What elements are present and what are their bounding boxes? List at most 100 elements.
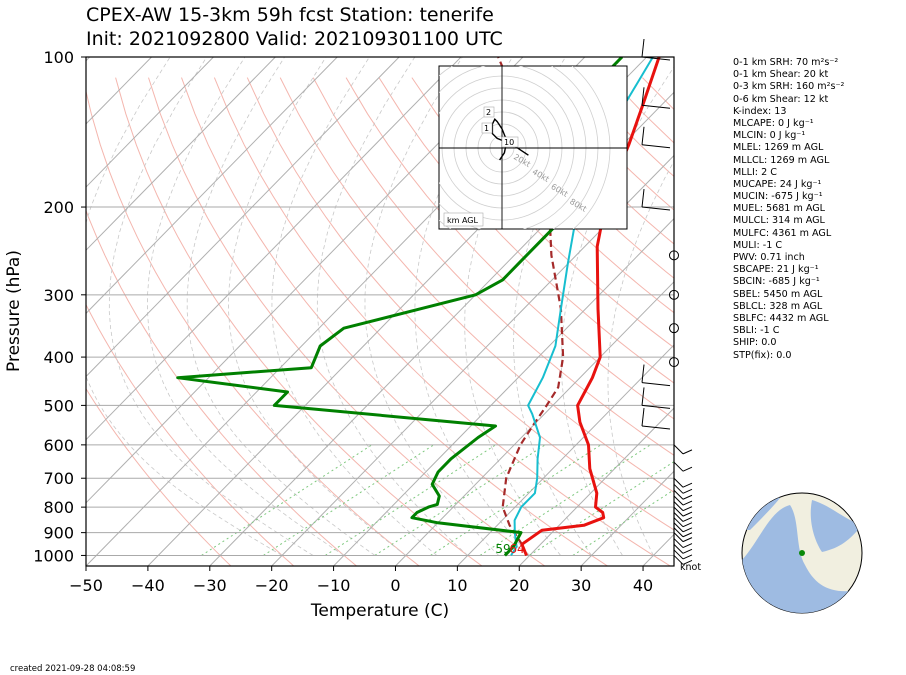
isotherm-line — [457, 344, 674, 566]
y-tick-label: 500 — [43, 396, 74, 415]
index-line: K-index: 13 — [733, 105, 787, 117]
x-tick-label: 0 — [390, 576, 400, 595]
dry-adiabat-line — [86, 303, 295, 566]
y-tick-label: 800 — [43, 498, 74, 517]
dry-adiabat-line — [378, 77, 674, 384]
index-line: MLLCL: 1269 m AGL — [733, 154, 830, 166]
y-tick-label: 300 — [43, 286, 74, 305]
surface-temperature-label: 64 — [509, 542, 524, 556]
index-line: MUCAPE: 24 J kg⁻¹ — [733, 178, 822, 190]
moist-adiabat-line — [464, 57, 566, 556]
surface-dewpoint-label: 59 — [495, 542, 510, 556]
x-tick-label: −40 — [131, 576, 165, 595]
wind-barb — [673, 549, 684, 560]
wind-barb-flag — [641, 104, 671, 109]
index-line: 0-1 km SRH: 70 m²s⁻² — [733, 57, 839, 68]
index-line: MLCIN: 0 J kg⁻¹ — [733, 130, 806, 142]
index-line: MLEL: 1269 m AGL — [733, 142, 824, 154]
mixing-ratio-line — [430, 444, 602, 556]
mixing-ratio-line — [201, 444, 373, 556]
wind-barb-flag — [682, 527, 693, 533]
wind-barb — [641, 87, 645, 106]
wind-barb-flag — [682, 494, 693, 500]
index-line: 0-6 km Shear: 12 kt — [733, 93, 829, 105]
wind-barb — [673, 527, 684, 538]
wind-barb — [641, 387, 645, 406]
calm-wind-circle — [669, 289, 679, 300]
x-tick-label: −50 — [69, 576, 103, 595]
wind-barb-flag — [682, 559, 693, 565]
dry-adiabat-line — [86, 89, 420, 566]
calm-wind-circle — [669, 323, 679, 334]
index-line: MULI: -1 C — [733, 239, 783, 251]
hodograph-height-label: 10 — [504, 138, 514, 147]
hodograph-legend-label: km AGL — [447, 216, 479, 225]
wind-barb — [673, 501, 684, 512]
hodograph-height-label: 2 — [486, 108, 491, 117]
mixing-ratio-line — [374, 444, 546, 556]
wind-barb — [673, 543, 684, 554]
wind-barb-flag — [641, 404, 671, 409]
y-tick-label: 700 — [43, 469, 74, 488]
wind-barb-flag — [641, 144, 671, 149]
index-line: SBEL: 5450 m AGL — [733, 288, 823, 300]
index-line: MUEL: 5681 m AGL — [733, 203, 826, 215]
wind-barb — [673, 444, 684, 455]
wind-barb — [641, 407, 645, 427]
hodograph-legend-box — [443, 212, 484, 227]
moist-adiabat-line — [364, 57, 499, 556]
wind-barb — [641, 188, 645, 208]
x-tick-label: −30 — [193, 576, 227, 595]
index-line: SBLCL: 328 m AGL — [733, 300, 823, 312]
y-tick-label: 100 — [43, 48, 74, 67]
wind-barb-flag — [682, 548, 693, 554]
dry-adiabat-line — [86, 387, 232, 566]
index-line: STP(fix): 0.0 — [733, 349, 792, 361]
y-tick-label: 400 — [43, 348, 74, 367]
ocean-shape — [810, 500, 862, 552]
index-line: PWV: 0.71 inch — [733, 252, 805, 263]
wind-barb-flag — [641, 206, 671, 211]
wind-barb — [641, 126, 645, 145]
moist-adiabat-line — [147, 57, 345, 556]
mixing-ratio-line — [263, 444, 434, 556]
mixing-ratio-line — [572, 489, 674, 556]
wind-barb-flag — [682, 543, 693, 549]
isotherm-line — [86, 57, 338, 315]
wind-barb-flag — [682, 532, 693, 538]
wind-barb — [641, 364, 645, 383]
dry-adiabat-line — [444, 77, 674, 314]
index-line: MLCAPE: 0 J kg⁻¹ — [733, 117, 814, 129]
wind-barb-flag — [682, 506, 693, 512]
wind-barb — [673, 555, 684, 565]
y-tick-label: 1000 — [33, 546, 74, 565]
x-tick-label: 20 — [509, 576, 529, 595]
station-marker — [799, 550, 805, 556]
x-tick-label: 40 — [633, 576, 653, 595]
wind-barb — [673, 517, 684, 528]
isotherm-line — [395, 281, 674, 566]
moist-adiabat-line — [607, 160, 674, 556]
isotherm-line — [518, 407, 674, 566]
index-line: SBCAPE: 21 J kg⁻¹ — [733, 264, 819, 276]
created-timestamp: created 2021-09-28 04:08:59 — [10, 664, 136, 674]
hodograph-height-box — [483, 106, 495, 118]
wind-barb-flag — [682, 488, 693, 494]
knot-label: knot — [680, 562, 701, 573]
isotherm-line — [333, 217, 674, 566]
calm-wind-circle — [669, 357, 679, 368]
y-tick-label: 200 — [43, 198, 74, 217]
index-line: MULCL: 314 m AGL — [733, 215, 825, 227]
dry-adiabat-line — [312, 77, 674, 456]
y-tick-label: 900 — [43, 524, 74, 543]
wind-barb-flag — [682, 466, 693, 472]
plot-frame — [85, 56, 675, 567]
mixing-ratio-line — [479, 444, 651, 556]
isotherm-line — [271, 154, 674, 566]
hodograph-height-label: 1 — [484, 124, 489, 133]
moist-adiabat-line — [414, 57, 530, 556]
wind-barb-flag — [682, 522, 693, 528]
index-line: MUCIN: -675 J kg⁻¹ — [733, 191, 823, 203]
moist-adiabat-line — [271, 57, 438, 556]
